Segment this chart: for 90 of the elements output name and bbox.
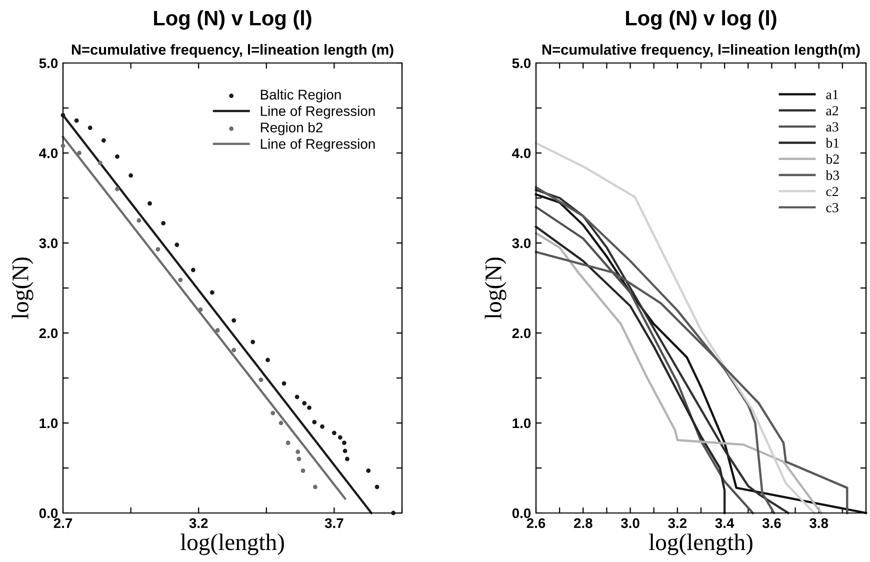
point [342, 448, 348, 454]
point [320, 424, 324, 429]
x-tick-label: 3.0 [620, 518, 640, 528]
point [342, 440, 346, 445]
point [98, 160, 102, 166]
point [77, 150, 82, 156]
point [286, 440, 290, 445]
point [88, 126, 92, 130]
point [338, 435, 342, 440]
y-tick-label: 2.0 [39, 328, 58, 338]
y-tick-label: 1.0 [512, 418, 531, 428]
point [374, 484, 380, 490]
x-tick-label: 2.6 [526, 518, 546, 528]
legend-label: Region b2 [260, 122, 322, 136]
chart-subtitle: N=cumulative frequency, l=lineation length (m) [72, 44, 394, 58]
x-tick-label: 3.2 [668, 518, 687, 528]
x-tick-label: 2.7 [54, 518, 72, 528]
point [307, 406, 312, 410]
legend-label: a1 [826, 90, 838, 100]
legend-label: Line of Regression [260, 106, 375, 119]
y-tick-label: 4.0 [512, 148, 531, 158]
chart-title: Log (N) v log (l) [626, 10, 776, 30]
legend-label: b3 [826, 170, 840, 180]
legend-label: a3 [826, 122, 838, 132]
x-tick-label: 3.6 [762, 518, 781, 528]
y-tick-label: 1.0 [40, 418, 58, 428]
point [198, 307, 203, 312]
point [232, 348, 236, 352]
x-tick-label: 3.4 [715, 518, 734, 528]
point [174, 242, 180, 247]
y-axis-title: log(N) [484, 258, 506, 319]
legend-label: c3 [826, 202, 838, 212]
x-tick-label: 3.7 [324, 518, 344, 528]
point [278, 420, 284, 426]
point [60, 113, 66, 118]
y-tick-label: 3.0 [512, 238, 531, 248]
y-tick-label: 3.0 [39, 238, 58, 248]
point [258, 378, 264, 382]
x-tick-label: 3.2 [189, 518, 208, 528]
legend-label: b1 [826, 138, 839, 148]
point [391, 510, 396, 516]
y-tick-label: 5.0 [512, 58, 531, 68]
point [296, 450, 300, 454]
point [148, 201, 152, 206]
y-tick-label: 0.0 [512, 508, 531, 518]
y-tick-label: 0.0 [39, 508, 58, 518]
x-axis-title: log(length) [180, 534, 284, 556]
point [101, 138, 106, 143]
chart-subtitle: N=cumulative frequency, l=lineation length(m) [542, 44, 860, 58]
line-series [534, 226, 726, 514]
point [345, 456, 350, 462]
y-tick-label: 2.0 [512, 328, 531, 338]
x-tick-label: 2.8 [574, 518, 592, 528]
point [300, 468, 306, 473]
point [74, 118, 79, 123]
y-tick-label: 4.0 [39, 148, 58, 158]
chart-title: Log (N) v Log (l) [154, 10, 312, 30]
legend-label: b2 [826, 154, 839, 164]
point [178, 278, 183, 282]
x-tick-label: 3.8 [810, 518, 828, 528]
point [136, 218, 142, 223]
legend-label: c2 [826, 186, 838, 196]
point [115, 154, 120, 159]
point [60, 144, 66, 148]
x-axis-title: log(length) [649, 534, 752, 556]
legend-label: a2 [826, 106, 838, 116]
line-series [534, 142, 816, 514]
point [232, 318, 236, 323]
point [313, 484, 318, 490]
point [282, 381, 286, 386]
point [115, 186, 120, 192]
point [266, 358, 270, 362]
y-tick-label: 5.0 [39, 58, 58, 68]
point [210, 290, 214, 295]
y-axis-title: log(N) [12, 258, 34, 319]
point [215, 328, 220, 332]
point [156, 247, 160, 252]
point [294, 394, 300, 400]
point [296, 456, 302, 462]
legend-label: Line of Regression [260, 138, 375, 152]
point [366, 468, 371, 473]
point [128, 173, 133, 178]
point [332, 430, 336, 436]
point [312, 420, 317, 424]
point [161, 221, 166, 226]
legend-label: Baltic Region [260, 89, 341, 102]
point [250, 340, 256, 344]
point [190, 268, 196, 272]
point [270, 410, 276, 416]
point [302, 401, 307, 406]
